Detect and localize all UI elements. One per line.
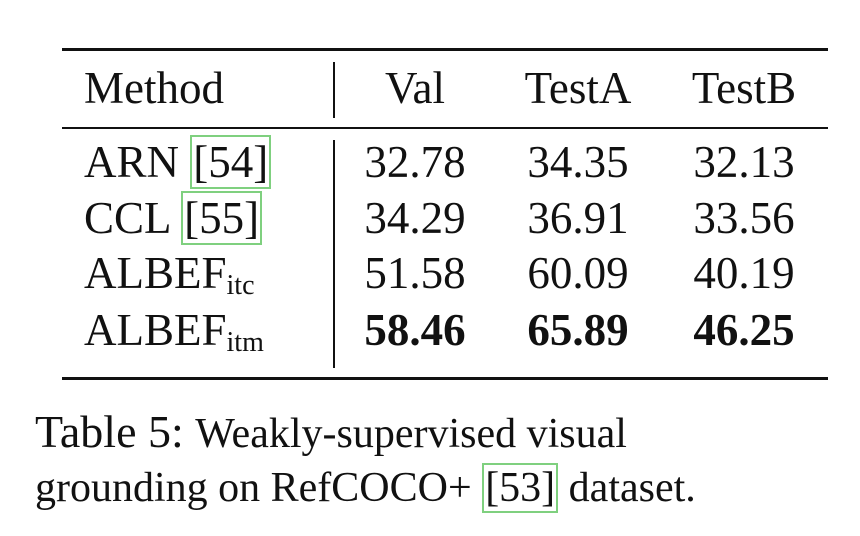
method-cell: ARN [54] (84, 134, 272, 190)
caption-line: Table 5: Weakly-supervised visual (35, 404, 627, 462)
method-subscript: itc (226, 270, 255, 301)
header-cell: Val (385, 63, 445, 113)
value-cell: 36.91 (527, 193, 629, 243)
caption-text: dataset. (568, 465, 696, 511)
caption-line: grounding on RefCOCO+ [53] dataset. (35, 460, 696, 516)
method-name: ALBEF (84, 305, 227, 355)
value-cell: 51.58 (364, 248, 466, 298)
citation[interactable]: [55] (181, 191, 263, 245)
column-divider (333, 140, 335, 368)
header-cell: TestA (524, 63, 632, 113)
method-cell: ALBEFitc (84, 245, 255, 314)
value-cell: 34.35 (527, 137, 629, 187)
method-name: CCL (84, 193, 170, 243)
value-cell: 33.56 (693, 193, 795, 243)
value-cell: 34.29 (364, 193, 466, 243)
value-cell: 46.25 (693, 305, 795, 355)
header-cell: TestB (691, 63, 797, 113)
value-cell: 65.89 (527, 305, 629, 355)
mid-rule (62, 127, 828, 129)
bottom-rule (62, 377, 828, 380)
value-cell: 60.09 (527, 248, 629, 298)
method-name: ALBEF (84, 248, 227, 298)
method-cell: ALBEFitm (84, 302, 264, 371)
value-cell: 32.78 (364, 137, 466, 187)
top-rule (62, 48, 828, 51)
value-cell: 32.13 (693, 137, 795, 187)
column-divider (333, 62, 335, 118)
caption-text: Weakly-supervised visual (195, 411, 627, 457)
method-subscript: itm (226, 327, 264, 358)
caption-text: grounding on RefCOCO+ (35, 465, 472, 511)
method-cell: CCL [55] (84, 190, 263, 246)
caption-label: Table 5: (35, 406, 184, 457)
value-cell: 40.19 (693, 248, 795, 298)
method-name: ARN (84, 137, 180, 187)
header-cell: Method (84, 63, 224, 113)
value-cell: 58.46 (364, 305, 466, 355)
citation[interactable]: [54] (190, 135, 272, 189)
citation[interactable]: [53] (482, 463, 559, 513)
